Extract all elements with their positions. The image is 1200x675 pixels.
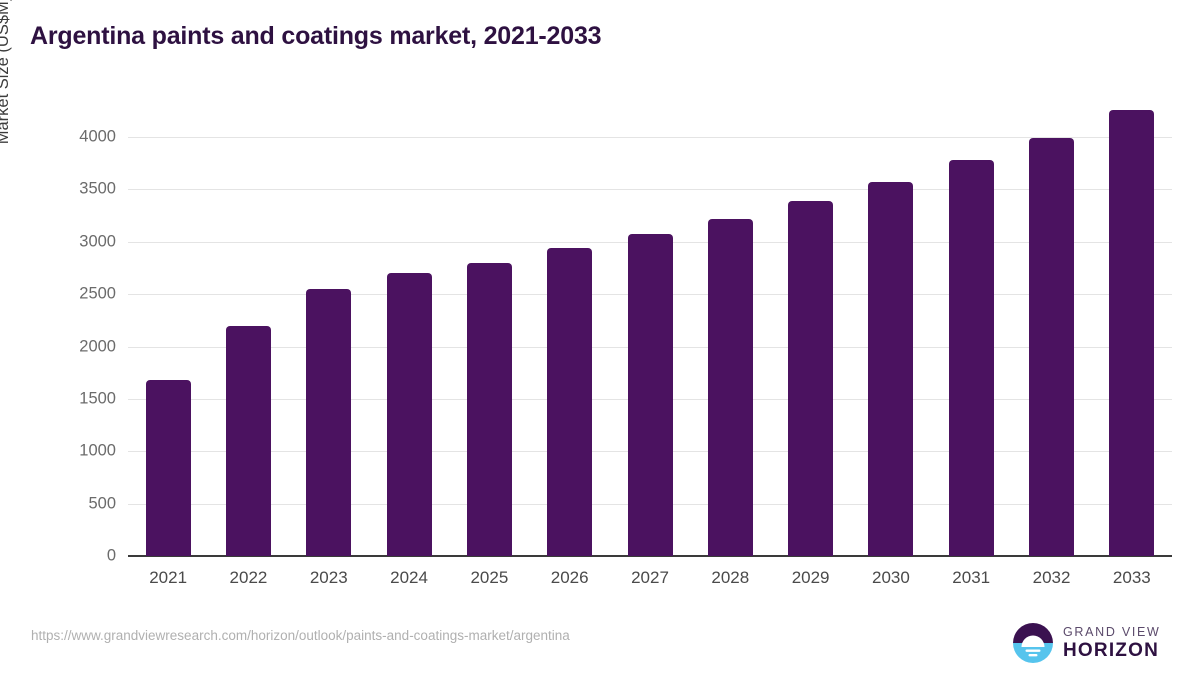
bar-2029[interactable] [788, 200, 834, 556]
bar-2022[interactable] [225, 325, 271, 556]
source-url[interactable]: https://www.grandviewresearch.com/horizo… [31, 628, 570, 643]
x-axis-line [128, 555, 1172, 557]
x-axis-tick-label-2033: 2033 [1112, 568, 1151, 587]
y-axis-tick-label: 500 [88, 494, 116, 513]
x-axis-tick-label-2024: 2024 [390, 568, 428, 587]
brand-logo-text: GRAND VIEW HORIZON [1063, 626, 1161, 661]
bar-2025[interactable] [466, 262, 512, 556]
y-axis-tick-label: 3000 [79, 232, 116, 251]
y-axis-tick-label: 4000 [79, 127, 116, 146]
x-axis-tick-label-2030: 2030 [872, 568, 910, 587]
x-axis-tick-label-2025: 2025 [470, 568, 509, 587]
x-axis-tick-label-2032: 2032 [1032, 568, 1071, 587]
bar-2030[interactable] [868, 182, 914, 556]
x-axis-tick-label-2023: 2023 [309, 568, 348, 587]
bar-2024[interactable] [386, 273, 432, 556]
x-axis-tick-label-2029: 2029 [791, 568, 830, 587]
x-axis-tick-label-2027: 2027 [631, 568, 669, 587]
bar-2027[interactable] [627, 233, 673, 556]
bar-2033[interactable] [1109, 110, 1155, 556]
brand-logo: GRAND VIEW HORIZON [1012, 618, 1172, 668]
y-axis-tick-label: 2000 [79, 337, 116, 355]
brand-line-1: GRAND VIEW [1063, 624, 1161, 639]
y-axis-title: Market Size (US$M) [0, 0, 12, 145]
gridline [128, 137, 1172, 138]
bar-2026[interactable] [547, 248, 593, 556]
y-axis-tick-label: 1500 [79, 389, 116, 408]
bar-2032[interactable] [1029, 138, 1075, 556]
brand-line-2: HORIZON [1063, 640, 1160, 662]
y-axis-tick-label: 0 [106, 546, 116, 565]
bar-2031[interactable] [948, 160, 994, 556]
bar-2028[interactable] [707, 218, 753, 556]
bar-2023[interactable] [306, 288, 352, 556]
x-axis-tick-label-2028: 2028 [711, 568, 750, 587]
chart-canvas: Market Size (US$M) 0 500 1000 1500 2000 2500 3… [0, 0, 1172, 587]
x-axis-tick-label-2026: 2026 [550, 568, 589, 587]
gridline [128, 189, 1172, 191]
x-axis-tick-label-2022: 2022 [229, 568, 268, 587]
bar-2021[interactable] [145, 379, 191, 556]
y-axis-tick-label: 2500 [79, 284, 116, 303]
page-title: Argentina paints and coatings market, 20… [30, 22, 602, 50]
y-axis-tick-label: 1000 [79, 441, 116, 460]
x-axis-tick-label-2021: 2021 [149, 568, 188, 587]
y-axis-tick-label: 3500 [79, 179, 116, 198]
grand-view-horizon-logo-icon [1013, 623, 1053, 663]
x-axis-tick-label-2031: 2031 [952, 568, 991, 587]
